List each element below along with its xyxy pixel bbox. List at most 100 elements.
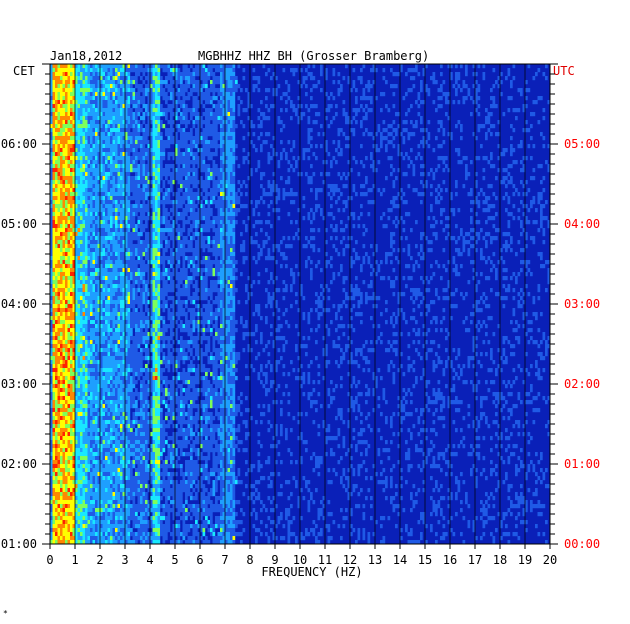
heatmap-cell xyxy=(72,228,76,233)
heatmap-cell xyxy=(170,112,173,117)
heatmap-cell xyxy=(392,136,396,141)
heatmap-cell xyxy=(52,132,56,137)
heatmap-cell xyxy=(127,128,131,133)
heatmap-cell xyxy=(442,208,446,213)
heatmap-cell xyxy=(267,160,271,165)
heatmap-cell xyxy=(177,236,181,241)
heatmap-cell xyxy=(130,240,133,245)
heatmap-cell xyxy=(185,112,188,117)
heatmap-cell xyxy=(85,180,88,185)
heatmap-cell xyxy=(225,80,228,85)
heatmap-cell xyxy=(77,260,81,265)
heatmap-cell xyxy=(137,200,141,205)
heatmap-cell xyxy=(175,172,178,177)
heatmap-cell xyxy=(212,136,216,141)
heatmap-cell xyxy=(285,152,288,157)
heatmap-cell xyxy=(60,172,63,177)
heatmap-cell xyxy=(335,148,338,153)
heatmap-cell xyxy=(130,188,133,193)
heatmap-cell xyxy=(92,108,96,113)
heatmap-cell xyxy=(157,192,161,197)
heatmap-cell xyxy=(87,88,91,93)
heatmap-cell xyxy=(230,272,233,277)
heatmap-cell xyxy=(162,236,166,241)
heatmap-cell xyxy=(242,108,246,113)
heatmap-cell xyxy=(272,256,276,261)
heatmap-cell xyxy=(220,200,223,205)
heatmap-cell xyxy=(50,100,53,105)
heatmap-cell xyxy=(160,216,163,221)
heatmap-cell xyxy=(162,212,166,217)
heatmap-cell xyxy=(85,232,88,237)
heatmap-cell xyxy=(500,248,503,253)
heatmap-cell xyxy=(282,148,286,153)
heatmap-cell xyxy=(377,268,381,273)
heatmap-cell xyxy=(267,248,271,253)
heatmap-cell xyxy=(222,236,226,241)
heatmap-cell xyxy=(212,268,216,273)
heatmap-cell xyxy=(197,240,201,245)
heatmap-cell xyxy=(197,128,201,133)
heatmap-cell xyxy=(102,112,106,117)
heatmap-cell xyxy=(285,192,288,197)
heatmap-cell xyxy=(227,236,231,241)
heatmap-cell xyxy=(185,212,188,217)
heatmap-cell xyxy=(230,144,233,149)
heatmap-cell xyxy=(490,204,493,209)
heatmap-cell xyxy=(502,180,506,185)
heatmap-cell xyxy=(185,68,188,73)
heatmap-cell xyxy=(197,208,201,213)
heatmap-cell xyxy=(495,268,498,273)
heatmap-cell xyxy=(495,212,498,217)
heatmap-cell xyxy=(85,68,88,73)
heatmap-cell xyxy=(120,268,123,273)
heatmap-cell xyxy=(207,156,211,161)
heatmap-cell xyxy=(77,76,81,81)
heatmap-cell xyxy=(67,148,71,153)
heatmap-cell xyxy=(395,256,398,261)
heatmap-cell xyxy=(82,228,86,233)
heatmap-cell xyxy=(482,192,486,197)
heatmap-cell xyxy=(72,96,76,101)
heatmap-cell xyxy=(90,192,93,197)
heatmap-cell xyxy=(60,248,63,253)
heatmap-cell xyxy=(87,240,91,245)
heatmap-cell xyxy=(75,180,78,185)
heatmap-cell xyxy=(382,68,386,73)
heatmap-cell xyxy=(90,76,93,81)
heatmap-cell xyxy=(160,172,163,177)
heatmap-cell xyxy=(105,184,108,189)
heatmap-cell xyxy=(275,196,278,201)
heatmap-cell xyxy=(150,248,153,253)
heatmap-cell xyxy=(67,108,71,113)
heatmap-cell xyxy=(380,192,383,197)
heatmap-cell xyxy=(65,252,68,257)
heatmap-cell xyxy=(442,160,446,165)
heatmap-cell xyxy=(207,256,211,261)
heatmap-cell xyxy=(315,120,318,125)
heatmap-cell xyxy=(127,256,131,261)
heatmap-cell xyxy=(437,104,441,109)
heatmap-cell xyxy=(215,128,218,133)
heatmap-cell xyxy=(62,216,66,221)
heatmap-cell xyxy=(75,164,78,169)
heatmap-cell xyxy=(220,204,223,209)
heatmap-cell xyxy=(57,224,61,229)
heatmap-cell xyxy=(132,272,136,277)
heatmap-cell xyxy=(55,144,58,149)
heatmap-cell xyxy=(102,148,106,153)
heatmap-cell xyxy=(127,96,131,101)
heatmap-cell xyxy=(412,132,416,137)
heatmap-cell xyxy=(175,144,178,149)
heatmap-cell xyxy=(100,232,103,237)
heatmap-cell xyxy=(62,76,66,81)
heatmap-cell xyxy=(210,116,213,121)
heatmap-cell xyxy=(227,112,231,117)
heatmap-cell xyxy=(242,76,246,81)
heatmap-cell xyxy=(517,208,521,213)
heatmap-cell xyxy=(440,156,443,161)
heatmap-cell xyxy=(277,196,281,201)
heatmap-cell xyxy=(97,184,101,189)
heatmap-cell xyxy=(215,248,218,253)
